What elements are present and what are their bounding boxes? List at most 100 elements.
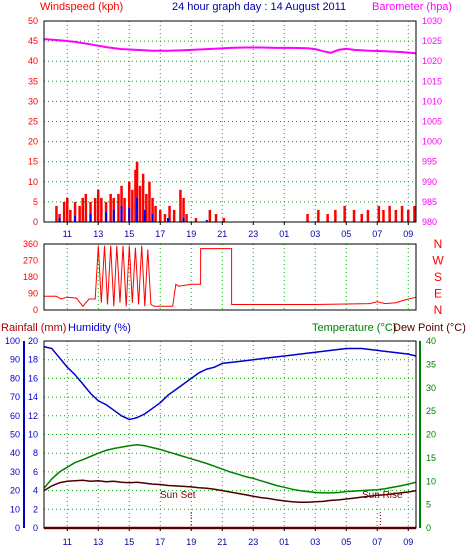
wind-ytick-label: 35	[28, 76, 38, 86]
hour-tick-label: 05	[341, 537, 351, 547]
wind-ytick-label: 45	[28, 36, 38, 46]
wind-gust-bar	[352, 209, 356, 222]
humidity-ytick-label: 20	[10, 486, 20, 496]
wind-average-bar	[120, 205, 123, 222]
temperature-ytick-label: 40	[426, 336, 436, 346]
rainfall-ytick-label: 12	[28, 411, 38, 421]
chart-axes	[23, 20, 421, 531]
barometer-line	[43, 38, 417, 55]
wind-gust-bar	[131, 189, 134, 222]
winddir-ytick-label: 180	[23, 272, 38, 282]
wind-average-bar	[112, 209, 115, 222]
humidity-ytick-label: 80	[10, 373, 20, 383]
wind-average-bar	[151, 214, 154, 222]
wind-average-bar	[89, 214, 92, 222]
hour-tick-label: 05	[341, 229, 351, 239]
temperature-ytick-label: 35	[426, 359, 436, 369]
wind-direction-line	[44, 245, 417, 308]
wind-panel-frame	[43, 20, 417, 223]
rainfall-ytick-label: 2	[33, 504, 38, 514]
barometer-ytick-label: 1030	[422, 16, 442, 26]
dewpoint-line	[43, 479, 417, 504]
wind-average-bar	[182, 218, 185, 222]
wind-gust-bar	[55, 205, 58, 222]
temperature-ytick-label: 0	[426, 523, 431, 533]
wind-gust-bar	[413, 205, 416, 222]
temperature-ytick-label: 30	[426, 383, 436, 393]
wind-gust-bar	[179, 189, 182, 222]
compass-label: E	[434, 287, 442, 301]
wind-gust-bar	[69, 209, 72, 222]
wind-gust-bar	[388, 205, 391, 222]
barometer-axis-label: Barometer (hpa)	[372, 1, 452, 13]
wind-average-bar	[128, 207, 131, 222]
wind-ytick-label: 20	[28, 137, 38, 147]
compass-label: W	[432, 254, 444, 268]
wind-gust-bar	[145, 193, 148, 222]
wind-gust-bar	[214, 214, 218, 222]
wind-gust-bar	[62, 201, 66, 222]
hour-tick-label: 17	[155, 229, 165, 239]
wind-gust-bar	[123, 197, 126, 222]
barometer-ytick-label: 1000	[422, 137, 442, 147]
hour-tick-label: 03	[310, 229, 320, 239]
compass-label: N	[434, 237, 443, 251]
wind-gust-bar	[306, 214, 309, 222]
wind-gust-bar	[120, 185, 123, 222]
hour-tick-label: 21	[217, 229, 227, 239]
temperature-ytick-label: 25	[426, 406, 436, 416]
sunrise-label: Sun Rise	[362, 490, 403, 501]
hour-tick-label: 11	[63, 229, 72, 239]
humidity-line	[43, 345, 417, 421]
winddir-panel-frame	[43, 243, 417, 311]
wind-ytick-label: 40	[28, 56, 38, 66]
humidity-ytick-label: 10	[10, 504, 20, 514]
humidity-ytick-label: 60	[10, 411, 20, 421]
wind-gust-bar	[151, 197, 154, 222]
wind-gust-bar	[317, 209, 320, 222]
humidity-ytick-label: 30	[10, 467, 20, 477]
hour-tick-label: 23	[248, 229, 258, 239]
temperature-line	[43, 444, 417, 494]
grid-lines	[44, 20, 416, 529]
temperature-ytick-label: 10	[426, 476, 436, 486]
rainfall-ytick-label: 0	[33, 523, 38, 533]
wind-gust-bar	[194, 218, 198, 222]
wind-average-bar	[58, 218, 61, 222]
wind-gust-bar	[81, 197, 84, 222]
hour-tick-label: 15	[124, 537, 134, 547]
rainfall-ytick-label: 4	[33, 486, 38, 496]
wind-ytick-label: 5	[33, 197, 38, 207]
wind-ytick-label: 15	[28, 157, 38, 167]
wind-ytick-label: 25	[28, 117, 38, 127]
wind-gust-bar	[109, 193, 112, 222]
wind-gust-bar	[168, 205, 171, 222]
wind-average-bar	[143, 209, 146, 222]
rainfall-ytick-label: 8	[33, 448, 38, 458]
hour-tick-label: 07	[372, 229, 382, 239]
hour-tick-label: 17	[155, 537, 165, 547]
wind-gust-bar	[185, 214, 188, 222]
wind-gust-bar	[222, 218, 226, 222]
wind-gust-bar	[172, 209, 176, 222]
wind-gust-bar	[66, 197, 69, 222]
hour-tick-label: 01	[279, 537, 289, 547]
wind-gust-bar	[135, 161, 139, 222]
wind-gust-bar	[182, 197, 185, 222]
barometer-ytick-label: 985	[422, 197, 437, 207]
dewpoint-axis-label: Dew Point (°C)	[393, 322, 466, 334]
wind-gust-bar	[84, 193, 88, 222]
wind-ytick-label: 50	[28, 16, 38, 26]
winddir-ytick-label: 270	[23, 256, 38, 266]
temperature-ytick-label: 15	[426, 453, 436, 463]
wind-gust-bar	[394, 209, 398, 222]
wind-gust-bar	[360, 214, 363, 222]
wind-gust-bar	[134, 169, 137, 222]
wind-gust-bar	[128, 181, 131, 222]
winddir-ytick-label: 90	[28, 289, 38, 299]
hour-tick-label: 21	[217, 537, 227, 547]
wind-gust-bar	[89, 201, 92, 222]
barometer-ytick-label: 1015	[422, 76, 442, 86]
humidity-ytick-label: 0	[15, 523, 20, 533]
wind-gust-bar	[148, 181, 151, 222]
